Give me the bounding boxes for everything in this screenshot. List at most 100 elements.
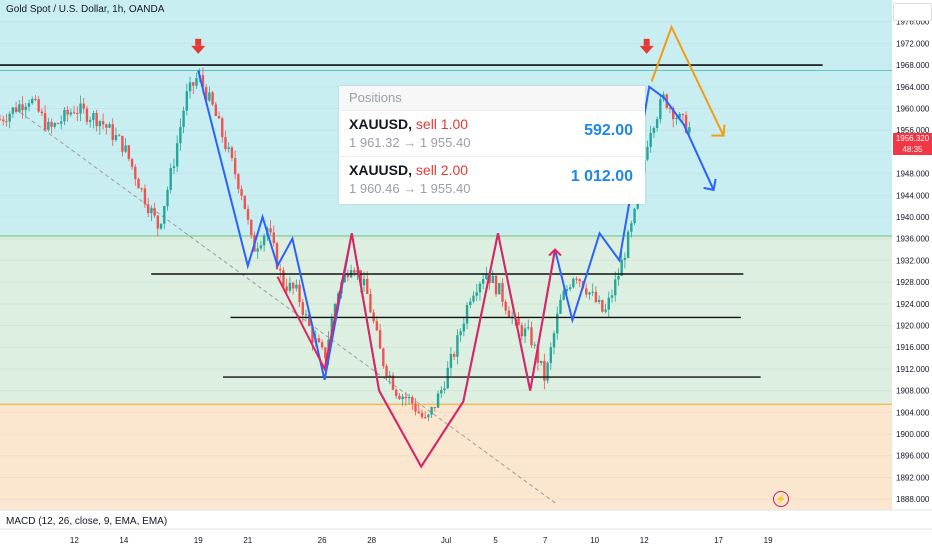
orange-projection-path — [650, 24, 725, 137]
candle-body — [465, 305, 469, 324]
arrow-markers — [191, 38, 654, 54]
arrow-down-marker — [639, 45, 654, 54]
candle-body — [237, 174, 240, 190]
candle-body — [433, 407, 437, 409]
candle-body — [31, 98, 34, 104]
candle-body — [8, 113, 11, 122]
macd-label: MACD (12, 26, close, 9, EMA, EMA) — [6, 516, 168, 527]
candle-body — [684, 115, 688, 133]
candle-body — [282, 270, 285, 287]
candle-body — [208, 92, 211, 101]
settings-button[interactable] — [893, 3, 932, 21]
candle-body — [250, 219, 253, 235]
candle-body — [24, 106, 27, 111]
candle-body — [285, 286, 288, 291]
candle-body — [76, 113, 79, 115]
candle-body — [304, 314, 308, 316]
price-tick-label: 1968.000 — [896, 61, 930, 70]
candle-body — [320, 342, 324, 348]
candle-body — [121, 135, 124, 152]
candle-body — [233, 158, 237, 175]
candle-body — [552, 333, 556, 348]
candle-body — [114, 135, 118, 140]
candle-body — [594, 291, 598, 303]
candle-body — [652, 127, 656, 133]
price-tick-label: 1944.000 — [896, 191, 930, 200]
candle-body — [227, 147, 230, 150]
price-tick-label: 1892.000 — [896, 473, 930, 482]
candle-body — [182, 110, 185, 127]
candle-body — [459, 331, 462, 336]
candle-body — [572, 278, 575, 288]
candle-body — [279, 268, 282, 271]
price-tick-label: 1932.000 — [896, 256, 930, 265]
time-tick-label: 26 — [318, 536, 327, 545]
candle-body — [179, 126, 182, 144]
position-pnl: 592.00 — [584, 122, 633, 139]
candle-body — [543, 360, 546, 381]
candle-body — [85, 108, 89, 122]
candle-body — [672, 108, 675, 120]
candle-body — [82, 103, 85, 109]
candle-body — [597, 300, 601, 303]
candle-body — [18, 104, 21, 112]
price-axis[interactable]: 1888.000 1892.000 1896.000 1900.000 1904.000… — [892, 0, 932, 510]
candle-body — [150, 208, 153, 214]
candle-body — [317, 338, 321, 343]
candle-body — [185, 91, 189, 111]
candle-body — [153, 208, 156, 216]
candle-body — [111, 124, 114, 140]
candle-body — [649, 132, 652, 147]
zone-middle — [0, 236, 892, 405]
candle-body — [308, 314, 311, 326]
candle-body — [163, 206, 166, 224]
candle-body — [301, 302, 304, 316]
price-tick-label: 1888.000 — [896, 495, 930, 504]
candle-body — [382, 348, 385, 367]
candle-body — [604, 309, 607, 312]
last-price-tag: 1956.320 48:35 — [893, 133, 932, 155]
candle-body — [456, 335, 459, 357]
candle-body — [585, 288, 588, 295]
candle-body — [546, 362, 549, 381]
candle-body — [556, 313, 559, 334]
price-axis-bg — [892, 0, 932, 510]
positions-panel[interactable]: Positions XAUUSD, sell 1.00 1 961.32 → 1… — [339, 86, 645, 204]
candle-body — [53, 123, 56, 127]
lightning-icon[interactable]: ⚡ — [773, 491, 789, 507]
candle-body — [324, 347, 327, 359]
time-axis[interactable]: 12 14 19 21 26 28 Jul 5 7 10 12 17 19 — [0, 509, 932, 550]
position-row[interactable]: XAUUSD, sell 1.00 1 961.32 → 1 955.40 59… — [339, 110, 645, 156]
candle-body — [47, 121, 50, 130]
position-symbol: XAUUSD, — [349, 162, 413, 178]
price-tick-label: 1920.000 — [896, 322, 930, 331]
candle-body — [362, 278, 366, 286]
candle-body — [533, 344, 536, 346]
candle-body — [195, 78, 198, 86]
candle-body — [501, 283, 504, 302]
candle-body — [417, 411, 420, 413]
time-tick-label: Jul — [441, 536, 451, 545]
orange-arrowhead — [711, 124, 726, 137]
last-price: 1956.320 — [895, 134, 930, 143]
price-tick-label: 1936.000 — [896, 235, 930, 244]
candle-body — [159, 223, 163, 229]
position-route: 1 961.32 → 1 955.40 — [349, 135, 471, 150]
candle-body — [688, 127, 691, 133]
price-tick-label: 1896.000 — [896, 452, 930, 461]
candle-body — [601, 300, 604, 312]
price-tick-label: 1972.000 — [896, 39, 930, 48]
candle-body — [172, 166, 176, 169]
position-row[interactable]: XAUUSD, sell 2.00 1 960.46 → 1 955.40 1 … — [339, 156, 645, 202]
candle-body — [491, 275, 495, 284]
horizontal-levels[interactable] — [0, 64, 823, 378]
candle-body — [291, 282, 295, 289]
candle-body — [60, 121, 63, 124]
candle-body — [530, 327, 533, 346]
candle-body — [343, 273, 346, 283]
positions-title: Positions — [339, 86, 645, 110]
price-tick-label: 1916.000 — [896, 343, 930, 352]
candle-body — [391, 375, 395, 390]
candle-body — [562, 291, 565, 300]
